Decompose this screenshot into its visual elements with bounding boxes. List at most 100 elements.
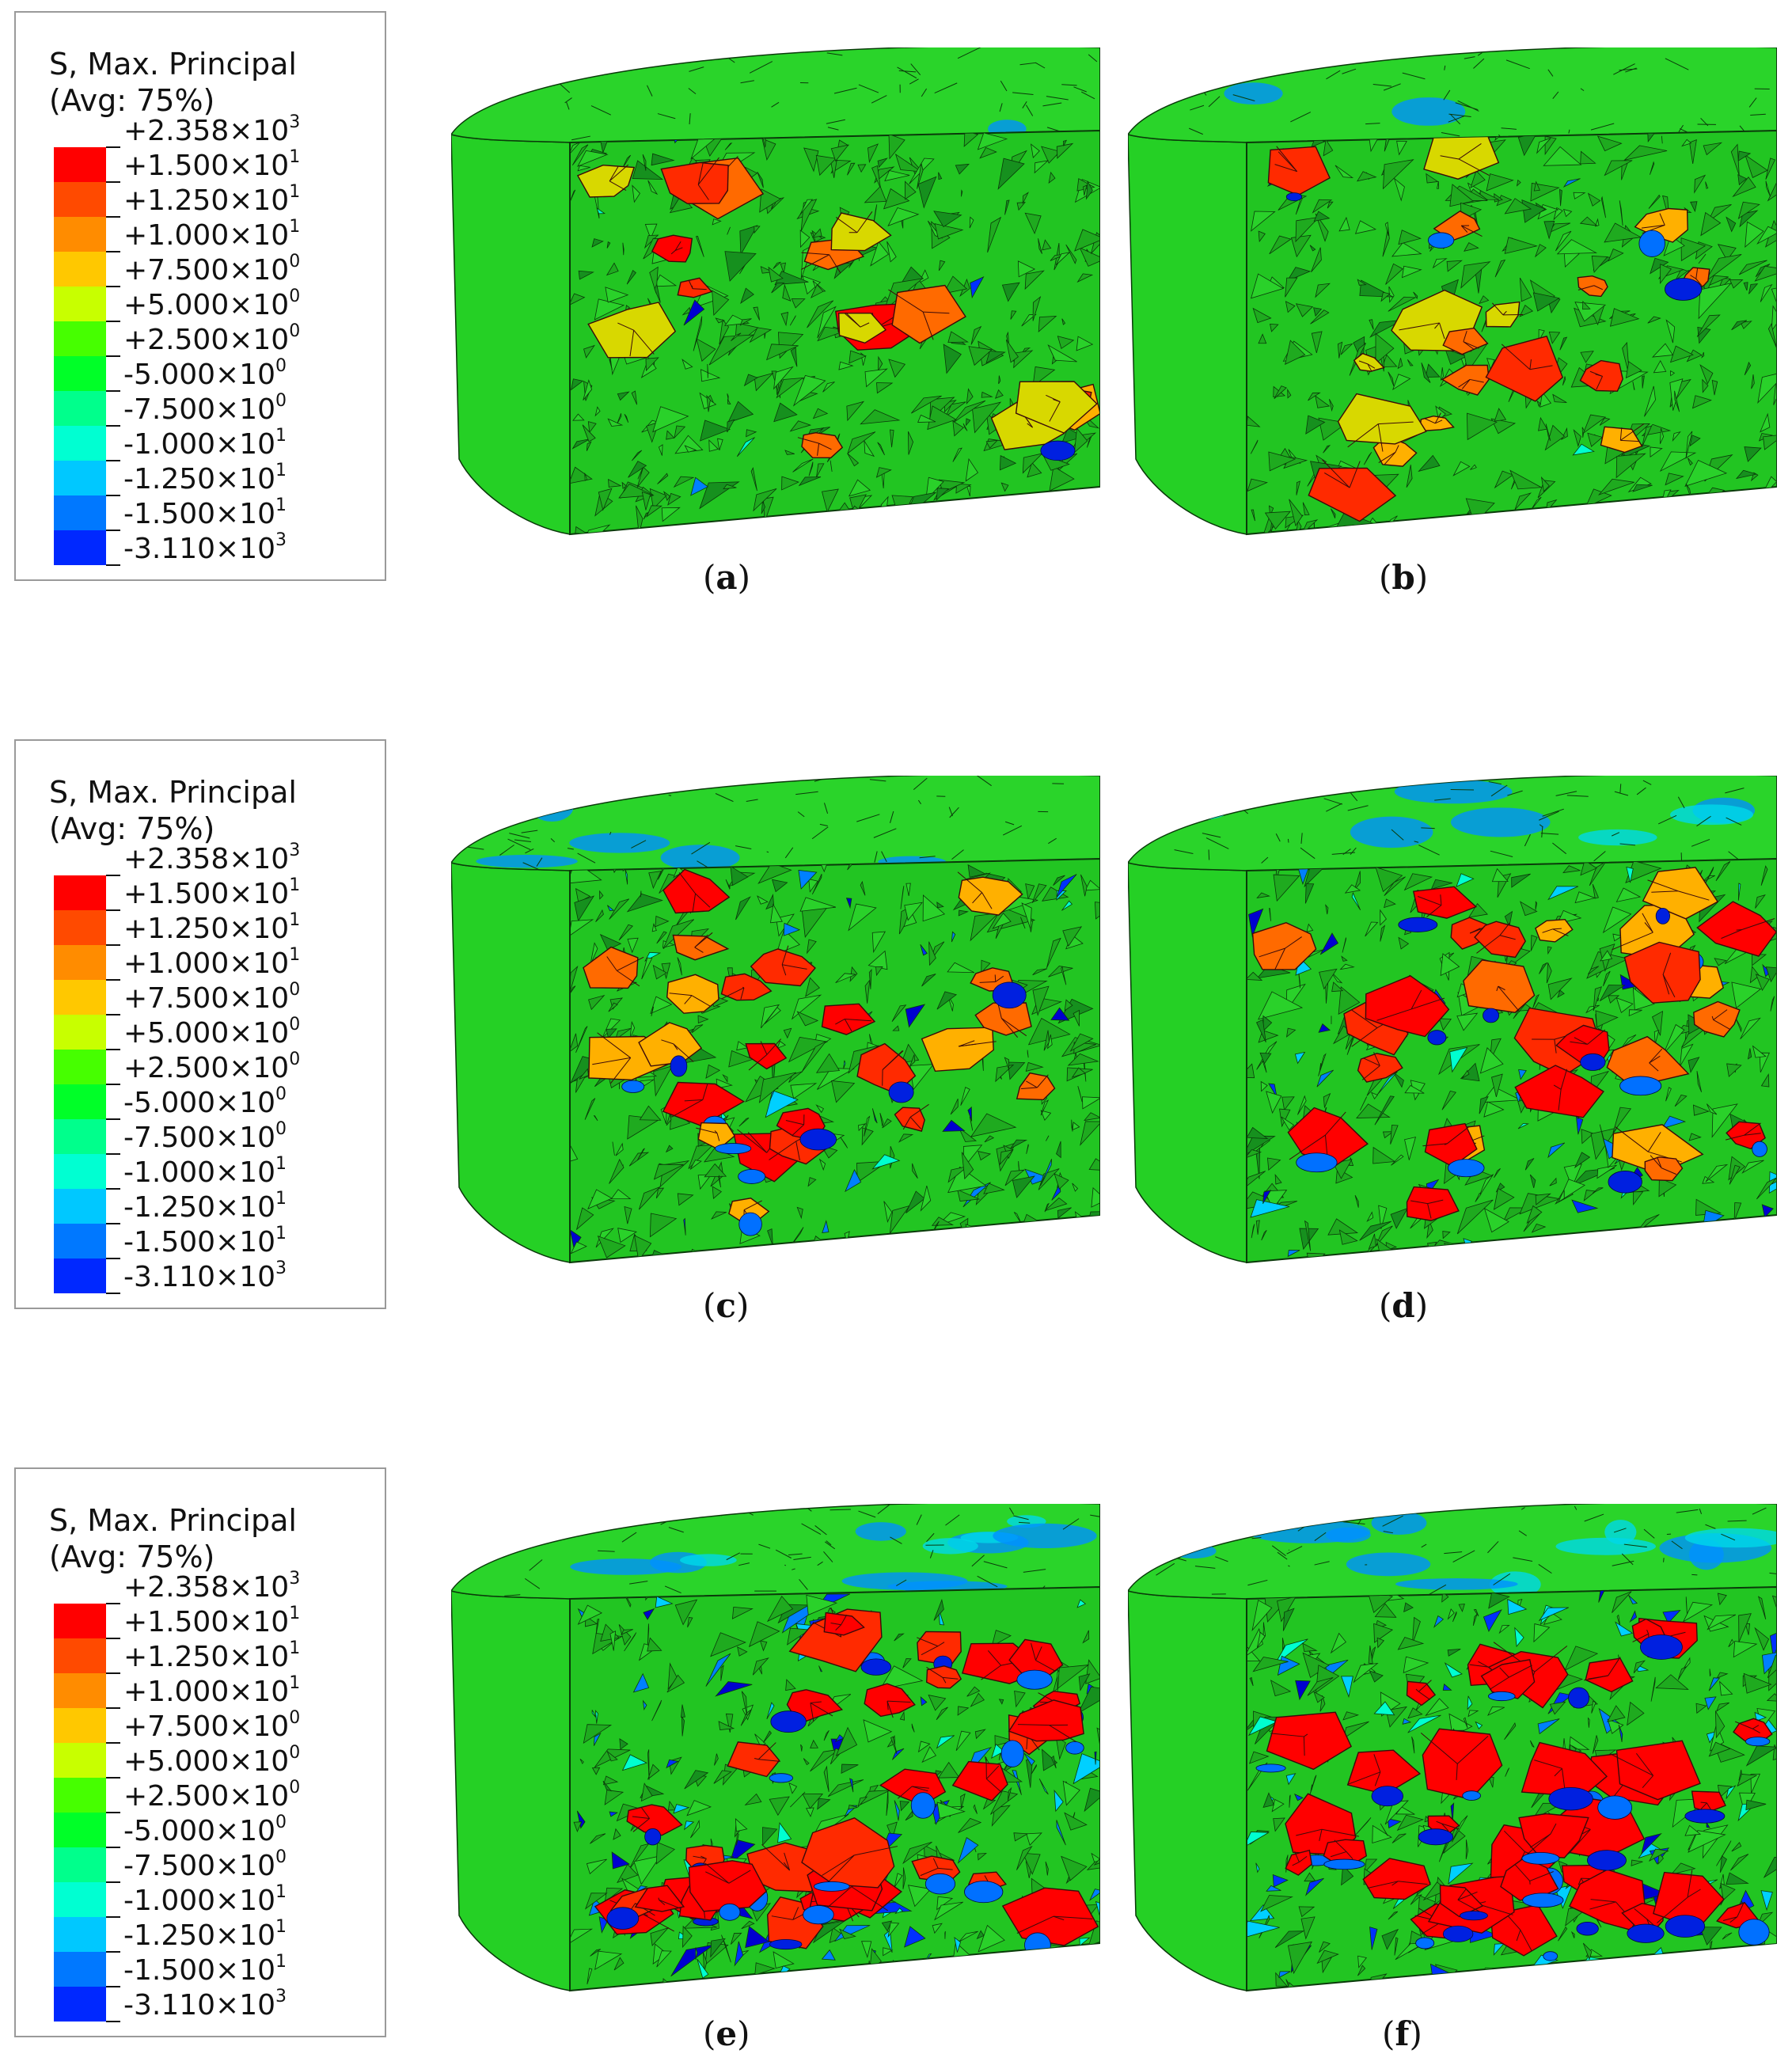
legend-value: +2.358×103 [123, 1569, 301, 1604]
legend-value: -1.500×101 [123, 1224, 287, 1259]
legend-tick [106, 1672, 120, 1674]
caption-e: (e) [703, 2014, 750, 2053]
legend-bottom: S, Max. Principal (Avg: 75%) +2.358×103 +1.… [14, 1467, 386, 2037]
color-swatch [54, 217, 106, 252]
color-swatch [54, 1154, 106, 1189]
legend-tick [106, 564, 120, 566]
legend-value: +7.500×100 [123, 980, 301, 1016]
color-swatch [54, 1119, 106, 1154]
legend-tick [106, 1188, 120, 1190]
legend-tick [106, 1223, 120, 1224]
legend-tick [106, 1603, 120, 1604]
legend-value: -7.500×100 [123, 1119, 287, 1155]
color-swatch [54, 1813, 106, 1847]
color-swatch [54, 1224, 106, 1258]
legend-tick [106, 286, 120, 287]
legend-tick [106, 1742, 120, 1744]
color-swatch [54, 1987, 106, 2022]
caption-d: (d) [1379, 1286, 1429, 1325]
legend-value: -7.500×100 [123, 391, 287, 427]
stress-model-e [451, 1504, 1100, 1995]
color-swatch [54, 495, 106, 530]
legend-title: S, Max. Principal (Avg: 75%) [49, 46, 297, 119]
legend-value: +7.500×100 [123, 252, 301, 287]
legend-tick [106, 321, 120, 322]
legend-value: +2.358×103 [123, 112, 301, 148]
legend-tick [106, 1293, 120, 1294]
color-scale-bar [54, 875, 106, 1293]
legend-value: +7.500×100 [123, 1708, 301, 1744]
legend-value: +1.500×101 [123, 147, 301, 183]
legend-tick [106, 146, 120, 148]
legend-value: -7.500×100 [123, 1847, 287, 1883]
legend-tick [106, 216, 120, 218]
stress-model-a [451, 47, 1100, 538]
color-swatch [54, 287, 106, 321]
caption-f: (f) [1382, 2014, 1422, 2053]
color-swatch [54, 426, 106, 461]
color-swatch [54, 1952, 106, 1987]
legend-tick [106, 1881, 120, 1883]
legend-tick [106, 1014, 120, 1016]
legend-value: +1.000×101 [123, 1673, 301, 1709]
legend-tick [106, 1777, 120, 1779]
legend-tick [106, 1118, 120, 1120]
legend-tick [106, 1153, 120, 1155]
color-swatch [54, 1604, 106, 1638]
mesh-model-svg [451, 1504, 1100, 1992]
color-swatch [54, 1743, 106, 1778]
legend-tick [106, 1707, 120, 1709]
legend-value: -3.110×103 [123, 1258, 287, 1294]
legend-tick [106, 2021, 120, 2022]
legend-tick [106, 1084, 120, 1085]
color-swatch [54, 1015, 106, 1050]
legend-tick [106, 390, 120, 392]
legend-tick [106, 530, 120, 531]
color-scale-bar [54, 1604, 106, 2022]
caption-c: (c) [703, 1286, 750, 1325]
legend-value: -1.250×101 [123, 1917, 287, 1953]
legend-tick [106, 1951, 120, 1953]
legend-value: +5.000×100 [123, 1015, 301, 1050]
legend-tick [106, 875, 120, 876]
stress-model-c [451, 776, 1100, 1266]
legend-tick [106, 1812, 120, 1813]
legend-tick [106, 1847, 120, 1848]
legend-tick [106, 460, 120, 461]
legend-labels: +2.358×103 +1.500×101 +1.250×101 +1.000×101… [123, 1570, 300, 2023]
legend-value: -1.000×101 [123, 1154, 287, 1190]
color-swatch [54, 1708, 106, 1743]
legend-value: -1.500×101 [123, 1952, 287, 1987]
stress-model-b [1128, 47, 1777, 538]
color-swatch [54, 910, 106, 945]
legend-top: S, Max. Principal (Avg: 75%) +2.358×103 +1.… [14, 11, 386, 581]
mesh-model-svg [1128, 1504, 1777, 1992]
color-swatch [54, 182, 106, 217]
legend-value: +1.500×101 [123, 875, 301, 911]
color-swatch [54, 1258, 106, 1293]
legend-tick [106, 944, 120, 946]
caption-b: (b) [1379, 558, 1429, 597]
legend-tick [106, 1916, 120, 1918]
color-swatch [54, 1882, 106, 1917]
legend-tick [106, 181, 120, 183]
color-swatch [54, 1673, 106, 1708]
legend-title-line2: (Avg: 75%) [49, 83, 215, 118]
legend-tick [106, 1049, 120, 1050]
color-swatch [54, 461, 106, 495]
legend-tick [106, 979, 120, 981]
legend-tick [106, 909, 120, 911]
legend-value: -3.110×103 [123, 1987, 287, 2022]
color-swatch [54, 1778, 106, 1813]
mesh-model-svg [1128, 776, 1777, 1264]
legend-tick [106, 1638, 120, 1639]
color-swatch [54, 356, 106, 391]
color-swatch [54, 1847, 106, 1882]
legend-value: +1.250×101 [123, 910, 301, 946]
color-swatch [54, 1917, 106, 1952]
color-swatch [54, 980, 106, 1015]
color-swatch [54, 1189, 106, 1224]
legend-value: +5.000×100 [123, 1743, 301, 1779]
legend-tick [106, 1258, 120, 1259]
legend-value: -1.500×101 [123, 495, 287, 531]
